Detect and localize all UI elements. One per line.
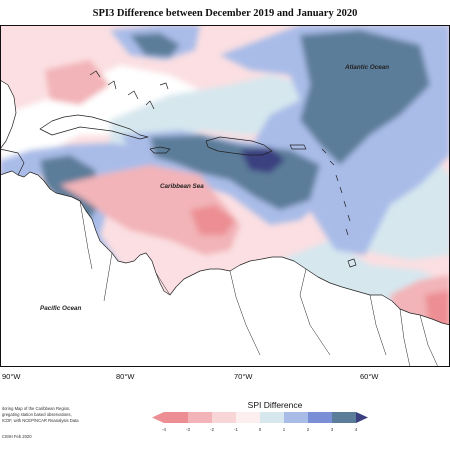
islands [0, 70, 357, 268]
field-slate [130, 33, 180, 57]
field-red [190, 205, 235, 235]
map-bottom-border [0, 366, 450, 367]
country-borders [79, 200, 439, 367]
legend-swatch [284, 412, 308, 423]
caption-line-2: gregating station based observations, [2, 412, 72, 417]
bahamas [89, 70, 169, 110]
legend-swatch [332, 412, 356, 423]
jamaica [149, 146, 171, 154]
field-dark [240, 147, 285, 173]
legend-tick-label: 3 [330, 427, 334, 432]
legend-colorbar [152, 412, 368, 423]
field-pink [45, 60, 110, 105]
legend-tick-label: -1 [234, 427, 238, 432]
legend-arrow-high [356, 412, 368, 423]
caption-line-1: itoring Map of the Caribbean Region. [2, 406, 71, 411]
central-america [0, 170, 450, 367]
legend-swatch [236, 412, 260, 423]
legend-swatch [260, 412, 284, 423]
legend-tick-label: 2 [306, 427, 310, 432]
atlantic-ocean-label: Atlantic Ocean [345, 64, 390, 71]
spi-difference-map [0, 25, 450, 367]
pacific-ocean-label: Pacific Ocean [40, 305, 82, 312]
lesser-antilles [321, 148, 351, 236]
legend-swatch [164, 412, 188, 423]
caribbean-sea-label: Caribbean Sea [160, 183, 204, 190]
longitude-label-90w: 90°W [2, 372, 21, 381]
map-title: SPI3 Difference between December 2019 an… [92, 8, 358, 19]
caption-line-3: ICDF, with NCEP/NCAR Reanalysis Data [2, 418, 79, 423]
legend-swatch [188, 412, 212, 423]
longitude-label-80w: 80°W [116, 372, 135, 381]
field-pink [60, 165, 240, 255]
land-masses [0, 79, 450, 367]
longitude-label-60w: 60°W [360, 372, 379, 381]
hispaniola [205, 136, 273, 156]
legend-swatch [308, 412, 332, 423]
field-slate [300, 30, 430, 165]
puerto-rico [289, 144, 307, 150]
bermuda-outline [0, 148, 25, 176]
legend-arrow-low [152, 412, 164, 423]
legend-tick-label: 4 [354, 427, 358, 432]
footer-credit: CIMH Feb 2020 [2, 434, 32, 439]
legend-title: SPI Difference [247, 400, 303, 410]
legend-swatch [212, 412, 236, 423]
legend-tick-label: -3 [186, 427, 190, 432]
longitude-label-70w: 70°W [234, 372, 253, 381]
legend-tick-label: 0 [258, 427, 262, 432]
legend-tick-label: -4 [162, 427, 166, 432]
legend-tick-label: -2 [210, 427, 214, 432]
cuba [39, 114, 149, 140]
trinidad [347, 258, 357, 268]
legend-tick-label: 1 [282, 427, 286, 432]
